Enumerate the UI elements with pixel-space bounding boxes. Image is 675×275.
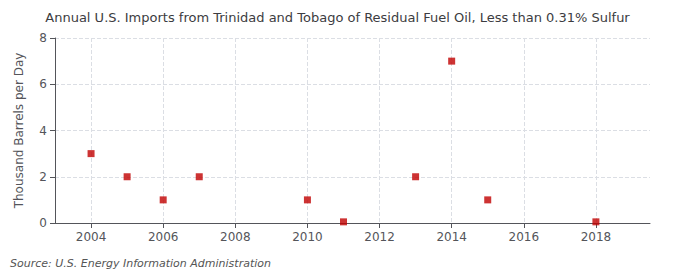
svg-text:Source: U.S. Energy Informatio: Source: U.S. Energy Information Administ… [10, 257, 271, 270]
svg-text:2006: 2006 [148, 230, 179, 244]
svg-text:4: 4 [39, 124, 47, 138]
svg-text:0: 0 [39, 216, 47, 230]
svg-text:2004: 2004 [76, 230, 107, 244]
svg-text:6: 6 [39, 77, 47, 91]
svg-text:8: 8 [39, 31, 47, 45]
svg-text:2: 2 [39, 170, 47, 184]
svg-text:2012: 2012 [364, 230, 395, 244]
svg-text:2008: 2008 [220, 230, 251, 244]
svg-text:2010: 2010 [292, 230, 323, 244]
svg-text:2014: 2014 [436, 230, 467, 244]
svg-text:Thousand Barrels per Day: Thousand Barrels per Day [12, 53, 26, 210]
svg-text:2016: 2016 [509, 230, 540, 244]
svg-text:Annual U.S. Imports from Trini: Annual U.S. Imports from Trinidad and To… [45, 10, 630, 25]
svg-text:2018: 2018 [581, 230, 612, 244]
